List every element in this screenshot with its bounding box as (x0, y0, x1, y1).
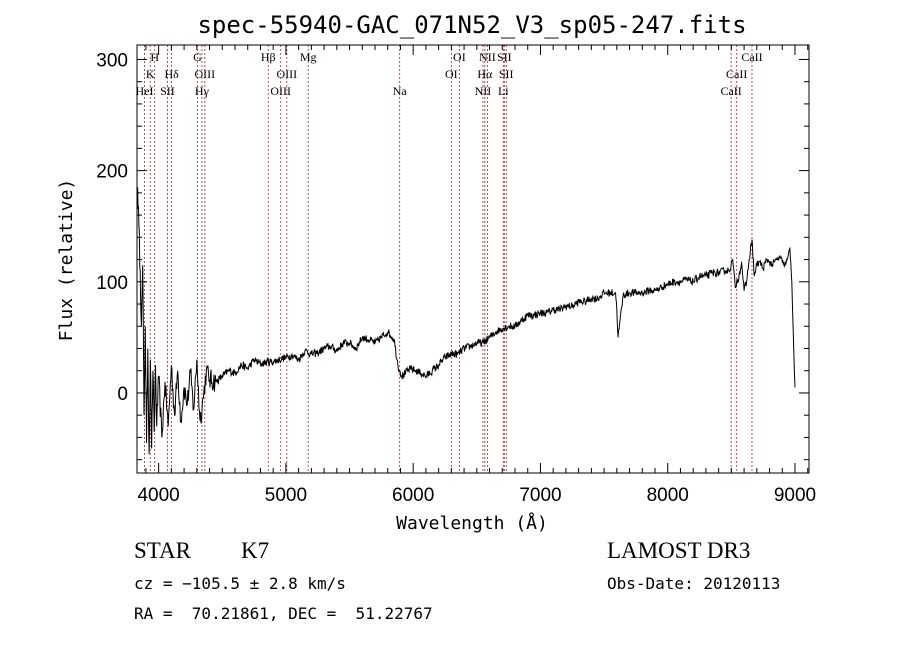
object-class: STAR (134, 538, 191, 563)
spectral-line-label: Li (498, 84, 509, 98)
chart-title: spec-55940-GAC_071N52_V3_sp05-247.fits (197, 11, 746, 39)
spectral-line-label: Mg (300, 50, 317, 64)
x-axis-title: Wavelength (Å) (396, 512, 548, 534)
plot-frame (136, 44, 810, 474)
spectrum-series (137, 187, 796, 455)
x-tick-label: 9000 (774, 485, 816, 506)
x-tick-label: 8000 (647, 485, 689, 506)
redshift-velocity: cz = −105.5 ± 2.8 km/s (134, 574, 346, 593)
y-tick-label: 100 (96, 273, 128, 294)
y-axis-title: Flux (relative) (56, 179, 77, 342)
spectral-line-label: SII (497, 50, 512, 64)
object-subclass: K7 (241, 538, 270, 563)
x-tick-label: 4000 (137, 485, 179, 506)
spectral-line-label: OIII (270, 84, 291, 98)
spectral-line-label: CaII (726, 67, 747, 81)
observation-date: Obs-Date: 20120113 (607, 574, 781, 593)
y-tick-label: 300 (96, 50, 128, 71)
spectral-line-label: NII (479, 50, 496, 64)
spectral-line-label: OI (445, 67, 458, 81)
spectral-line-label: Hβ (261, 50, 276, 64)
y-tick-label: 200 (96, 162, 128, 183)
spectral-line-label: Hα (477, 67, 493, 81)
spectral-line-label: OIII (276, 67, 297, 81)
spectral-line-label: H (150, 50, 159, 64)
spectral-line-label: G (193, 50, 202, 64)
x-tick-label: 6000 (392, 485, 434, 506)
survey-name: LAMOST DR3 (607, 538, 751, 563)
spectral-line-label: CaII (720, 84, 741, 98)
spectral-line-label: Hδ (164, 67, 179, 81)
spectral-line-label: NII (475, 84, 492, 98)
spectral-line-label: Hγ (195, 84, 210, 98)
spectral-line-label: HeI (136, 84, 154, 98)
spectral-line-label: K (146, 67, 155, 81)
spectral-line-label: Na (393, 84, 408, 98)
coordinates: RA = 70.21861, DEC = 51.22767 (134, 604, 433, 623)
spectral-line-label: OI (453, 50, 466, 64)
spectral-line-label: SII (160, 84, 175, 98)
spectrum-flux-line (137, 187, 796, 455)
spectral-line-label: CaII (741, 50, 762, 64)
x-axis-ticks: 4000 5000 6000 7000 8000 9000 (137, 45, 816, 506)
spectral-line-label: OIII (195, 67, 216, 81)
x-tick-label: 7000 (519, 485, 561, 506)
y-tick-label: 0 (117, 384, 128, 405)
spectral-line-label: SII (499, 67, 514, 81)
y-axis-ticks: 0 100 200 300 (96, 50, 809, 461)
x-tick-label: 5000 (265, 485, 307, 506)
